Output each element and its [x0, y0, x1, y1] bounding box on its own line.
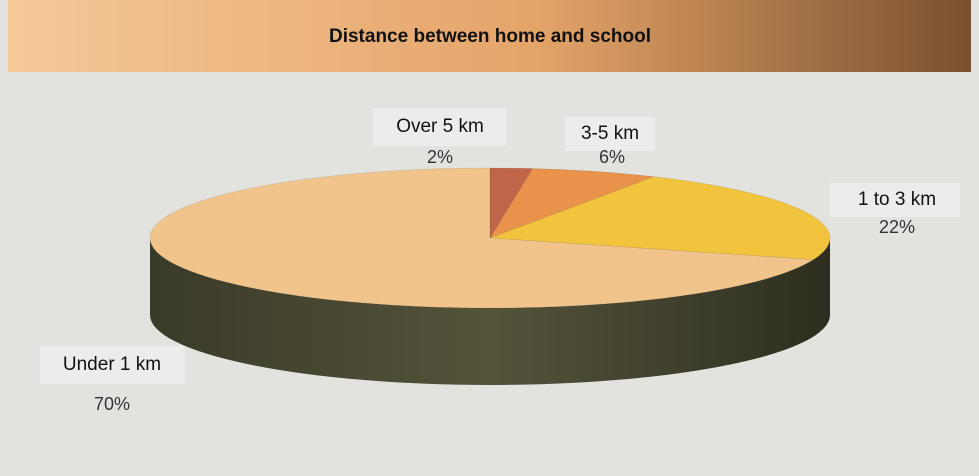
- labels: Over 5 km 2% 3-5 km 6% 1 to 3 km 22% Under 1 k…: [40, 108, 960, 414]
- slice-value-label: 22%: [879, 217, 915, 237]
- label-box: [373, 108, 506, 146]
- label-box: [830, 183, 960, 217]
- pie: [149, 167, 831, 385]
- slice-value-label: 2%: [427, 147, 453, 167]
- pie-side: [150, 238, 830, 385]
- pie-slice: [489, 167, 534, 239]
- label-box: [40, 346, 185, 384]
- header-bar: [8, 0, 971, 72]
- chart-title: Distance between home and school: [329, 26, 651, 47]
- slice-value-label: 6%: [599, 147, 625, 167]
- slice-label: Under 1 km: [63, 354, 161, 375]
- label-box: [565, 117, 655, 151]
- slice-value-label: 70%: [94, 394, 130, 414]
- pie-slice: [489, 176, 831, 260]
- slice-label: 1 to 3 km: [858, 189, 936, 210]
- slice-label: Over 5 km: [396, 116, 484, 137]
- pie-slice: [149, 167, 815, 309]
- pie-slice: [489, 168, 654, 239]
- slice-label: 3-5 km: [581, 123, 639, 144]
